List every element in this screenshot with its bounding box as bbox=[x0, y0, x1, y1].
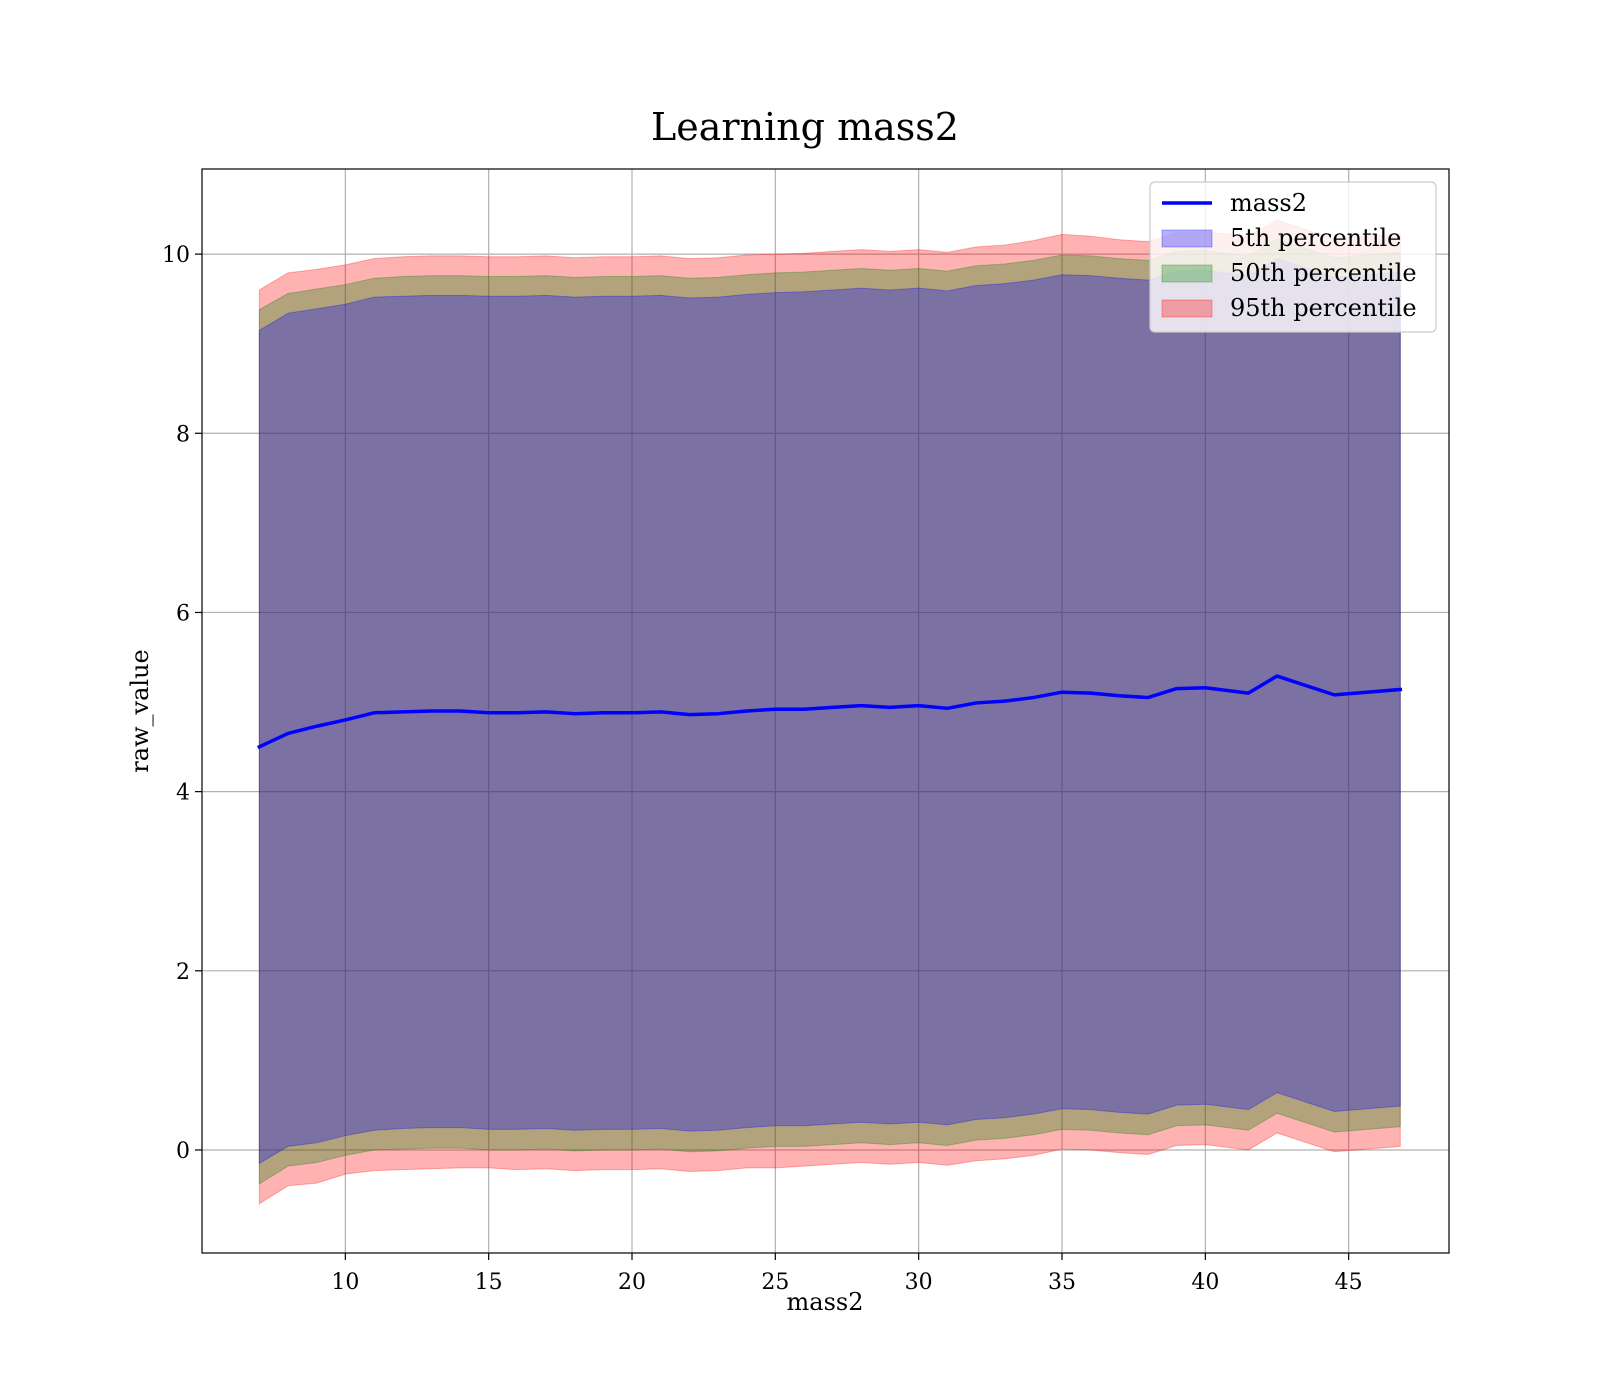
y-tick-label: 0 bbox=[176, 1139, 190, 1164]
5th-percentile-band bbox=[258, 258, 1401, 1165]
legend-item: 50th percentile bbox=[1161, 259, 1417, 287]
y-tick-label: 2 bbox=[176, 960, 190, 985]
legend-patch-swatch bbox=[1161, 264, 1213, 283]
y-tick-label: 10 bbox=[162, 243, 190, 268]
y-tick-label: 4 bbox=[176, 781, 190, 806]
legend-item: 5th percentile bbox=[1161, 224, 1401, 252]
x-axis-ticks: 10 15 20 25 30 35 40 45 bbox=[331, 1253, 1363, 1295]
legend-frame bbox=[1149, 181, 1437, 333]
legend-item: mass2 bbox=[1162, 189, 1307, 217]
legend-patch-swatch bbox=[1161, 299, 1213, 318]
x-tick-label: 15 bbox=[475, 1270, 503, 1295]
x-axis-label: mass2 bbox=[787, 1288, 864, 1316]
chart-title: Learning mass2 bbox=[651, 105, 959, 149]
legend-item: 95th percentile bbox=[1161, 294, 1417, 322]
series-lines bbox=[257, 674, 1403, 750]
legend-label: 95th percentile bbox=[1230, 294, 1417, 322]
legend-label: mass2 bbox=[1230, 189, 1307, 217]
series-line-mass2 bbox=[257, 674, 1403, 750]
95th-percentile-band bbox=[258, 219, 1401, 1205]
y-tick-label: 8 bbox=[176, 422, 190, 447]
legend: mass2 5th percentile 50th percentile 95th p… bbox=[1149, 181, 1437, 333]
plot-frame bbox=[201, 168, 1450, 1254]
50th-percentile-band bbox=[258, 238, 1401, 1185]
x-tick-label: 25 bbox=[761, 1270, 789, 1295]
y-axis-label: raw_value bbox=[126, 649, 154, 773]
x-tick-label: 35 bbox=[1048, 1270, 1076, 1295]
legend-patch-swatch bbox=[1161, 229, 1213, 248]
legend-label: 50th percentile bbox=[1230, 259, 1417, 287]
grid-lines bbox=[202, 169, 1449, 1253]
x-tick-label: 40 bbox=[1191, 1270, 1219, 1295]
y-axis-ticks: 0 2 4 6 8 10 bbox=[162, 243, 202, 1164]
x-tick-label: 30 bbox=[905, 1270, 933, 1295]
y-tick-label: 6 bbox=[176, 601, 190, 626]
x-tick-label: 45 bbox=[1335, 1270, 1363, 1295]
percentile-bands bbox=[258, 219, 1401, 1205]
legend-label: 5th percentile bbox=[1230, 224, 1401, 252]
x-tick-label: 10 bbox=[331, 1270, 359, 1295]
plot-area bbox=[201, 168, 1450, 1254]
x-tick-label: 20 bbox=[618, 1270, 646, 1295]
